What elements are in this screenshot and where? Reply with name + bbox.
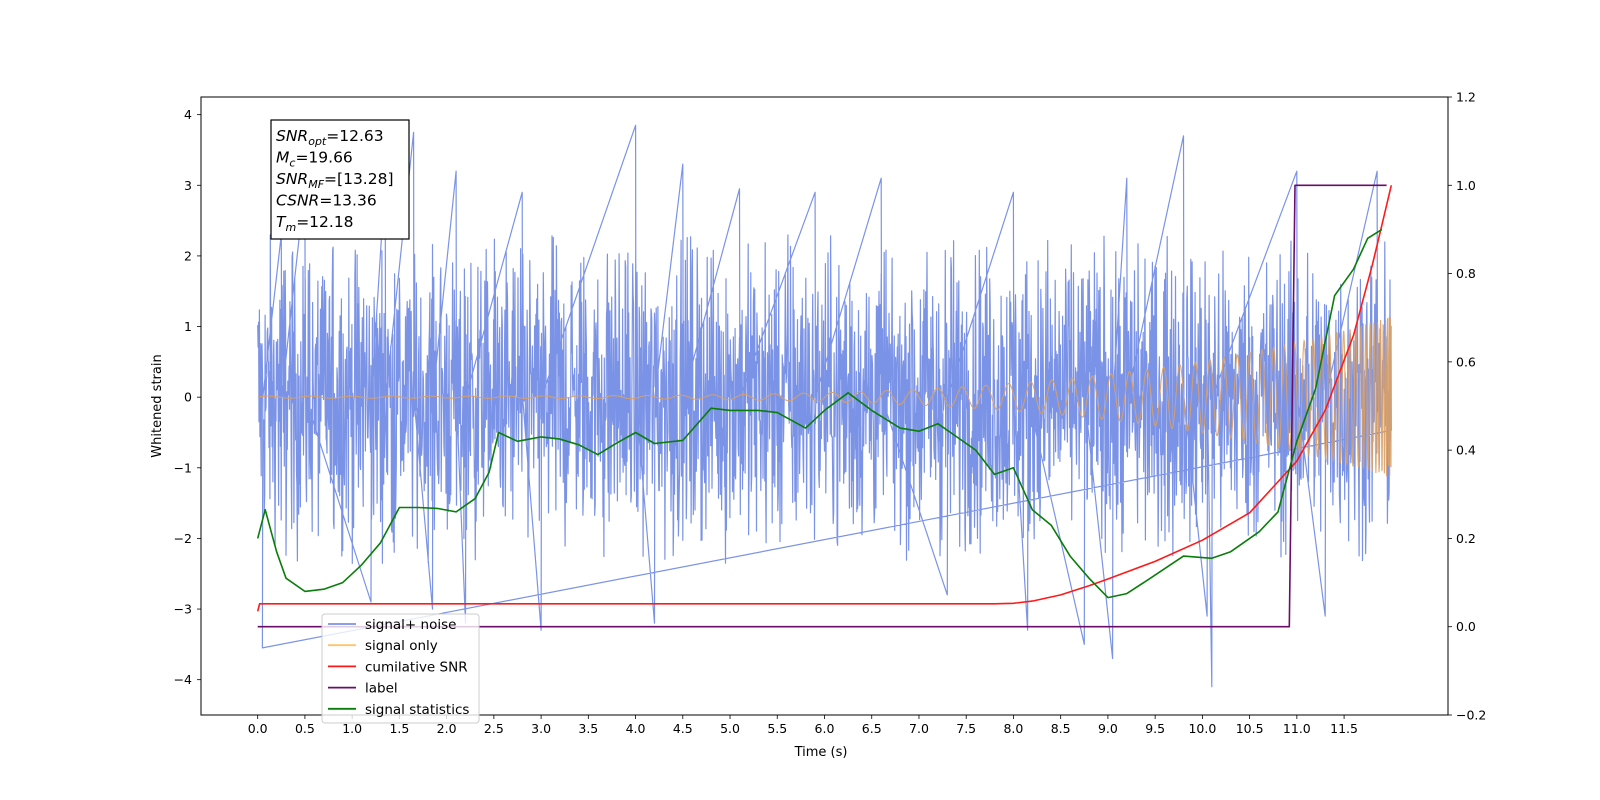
x-tick-label: 4.5 [673, 721, 693, 736]
x-tick-label: 9.0 [1098, 721, 1118, 736]
x-tick-label: 10.0 [1188, 721, 1216, 736]
legend-label: label [365, 681, 398, 697]
x-tick-label: 8.0 [1003, 721, 1023, 736]
series-label [257, 184, 1387, 628]
y-left-tick-label: 4 [184, 107, 192, 122]
y-right-tick-label: −0.2 [1456, 708, 1486, 723]
y-left-tick-label: −1 [174, 460, 192, 475]
x-tick-label: 10.5 [1236, 721, 1264, 736]
y-left-tick-label: −3 [174, 602, 192, 617]
series-signal-only [257, 317, 1392, 477]
y-right-tick-label: 1.0 [1456, 178, 1476, 193]
x-tick-label: 6.5 [862, 721, 882, 736]
x-tick-label: 0.0 [248, 721, 268, 736]
x-tick-label: 7.0 [909, 721, 929, 736]
y-right-tick-label: 0.8 [1456, 266, 1476, 281]
legend: signal+ noise signal only cumilative SNR la… [321, 613, 480, 724]
x-axis-label: Time (s) [794, 745, 848, 760]
series-signal-statistics [256, 228, 1383, 599]
x-tick-label: 9.5 [1145, 721, 1165, 736]
x-tick-label: 3.5 [578, 721, 598, 736]
x-tick-label: 11.5 [1330, 721, 1358, 736]
y-right-tick-label: 0.0 [1456, 619, 1476, 634]
y-axis-left: 4 3 2 1 0 −1 −2 −3 −4 [174, 107, 201, 687]
series-signal-noise [257, 124, 1392, 688]
legend-label: signal statistics [365, 702, 469, 718]
legend-label: signal only [365, 638, 438, 654]
x-tick-label: 6.0 [815, 721, 835, 736]
x-tick-label: 2.5 [484, 721, 504, 736]
legend-label: cumilative SNR [365, 659, 468, 675]
y-right-tick-label: 1.2 [1456, 90, 1476, 105]
y-right-tick-label: 0.4 [1456, 443, 1476, 458]
x-tick-label: 0.5 [295, 721, 315, 736]
metrics-annotation-box: SNRopt=12.63Mc=19.66SNRMF=[13.28]CSNR=13… [270, 119, 410, 240]
series-layer [256, 124, 1393, 688]
y-axis-right: 1.2 1.0 0.8 0.6 0.4 0.2 0.0 −0.2 [1448, 90, 1486, 723]
metric-line: Mc=19.66 [276, 149, 353, 170]
y-left-tick-label: 2 [184, 248, 192, 263]
metric-line: SNRopt=12.63 [276, 127, 384, 148]
x-tick-label: 4.0 [626, 721, 646, 736]
y-left-tick-label: 0 [184, 390, 192, 405]
metric-line: CSNR=13.36 [276, 192, 377, 210]
y-left-tick-label: 3 [184, 178, 192, 193]
x-tick-label: 2.0 [437, 721, 457, 736]
y-left-tick-label: −4 [174, 672, 192, 687]
x-tick-label: 1.5 [389, 721, 409, 736]
series-cumilative-snr [256, 185, 1393, 612]
x-tick-label: 8.5 [1051, 721, 1071, 736]
x-tick-label: 11.0 [1283, 721, 1311, 736]
x-tick-label: 1.0 [342, 721, 362, 736]
legend-label: signal+ noise [365, 617, 456, 633]
y-right-tick-label: 0.6 [1456, 354, 1476, 369]
metric-line: Tm=12.18 [276, 213, 354, 234]
y-axis-label: Whitened strain [150, 354, 165, 457]
y-left-tick-label: −2 [174, 531, 192, 546]
y-right-tick-label: 0.2 [1456, 531, 1476, 546]
x-tick-label: 7.5 [956, 721, 976, 736]
x-axis: 0.0 0.5 1.0 1.5 2.0 2.5 3.0 3.5 4.0 4.5 5.0 5.5 6.0 6… [248, 715, 1358, 736]
metric-line: SNRMF=[13.28] [276, 170, 394, 191]
x-tick-label: 5.5 [767, 721, 787, 736]
x-tick-label: 5.0 [720, 721, 740, 736]
y-left-tick-label: 1 [184, 319, 192, 334]
x-tick-label: 3.0 [531, 721, 551, 736]
